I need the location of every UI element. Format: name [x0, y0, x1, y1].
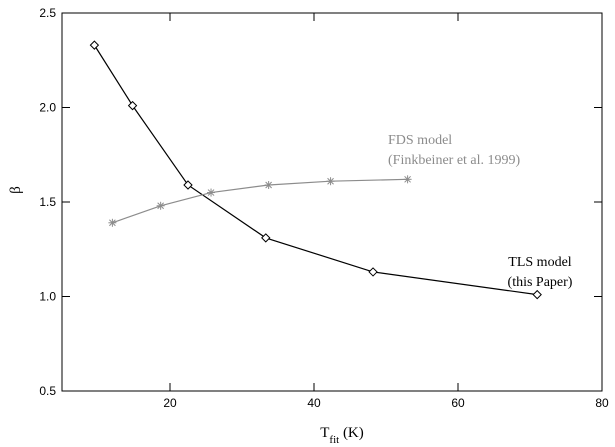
y-tick-label: 0.5 — [39, 384, 56, 398]
y-tick-label: 1.5 — [39, 195, 56, 209]
data-point-asterisk — [326, 177, 335, 186]
series-label-0: TLS model — [508, 255, 571, 270]
series-labels: TLS model (this Paper) FDS model (Finkbeine… — [388, 133, 573, 290]
data-point-diamond — [183, 180, 193, 190]
x-tick-label: 80 — [595, 396, 609, 410]
y-tick-label: 1.0 — [39, 290, 56, 304]
x-tick-label: 40 — [307, 396, 321, 410]
x-axis-title-unit: (K) — [339, 425, 364, 441]
x-tick-label: 60 — [451, 396, 465, 410]
axis-ticks: 20 40 60 80 0.5 1.0 1.5 2.0 2.5 — [39, 6, 609, 410]
data-point-diamond — [368, 267, 378, 277]
data-point-asterisk — [207, 188, 216, 197]
series-layer — [89, 40, 542, 300]
x-axis-title-main: T — [320, 425, 329, 441]
series-line-1 — [112, 178, 408, 224]
y-axis-title: β — [8, 186, 24, 194]
x-axis-title-sub: fit — [329, 434, 339, 446]
x-axis-title: Tfit (K) — [320, 425, 364, 446]
series-label-0: (this Paper) — [508, 275, 573, 290]
data-point-asterisk — [108, 218, 117, 227]
y-tick-label: 2.5 — [39, 6, 56, 20]
data-point-diamond — [261, 233, 271, 243]
data-point-asterisk — [156, 201, 165, 210]
plot-frame — [61, 12, 603, 392]
data-point-asterisk — [403, 175, 412, 184]
series-label-1: (Finkbeiner et al. 1999) — [388, 153, 521, 168]
data-point-asterisk — [264, 180, 273, 189]
series-label-1: FDS model — [388, 133, 452, 148]
series-line-0 — [93, 44, 538, 296]
data-point-diamond — [89, 40, 100, 50]
data-point-diamond — [532, 289, 542, 300]
data-point-diamond — [127, 100, 138, 111]
x-tick-label: 20 — [163, 396, 177, 410]
y-tick-label: 2.0 — [39, 101, 56, 115]
